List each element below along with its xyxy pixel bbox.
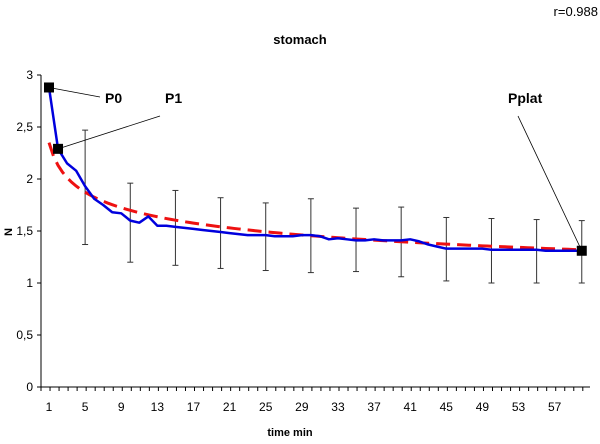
x-tick-label: 1	[46, 400, 53, 414]
x-tick-label: 17	[187, 400, 201, 414]
series-lines	[47, 87, 582, 253]
x-tick-label: 5	[82, 400, 89, 414]
annotation-leader-line	[517, 115, 583, 251]
mean-line	[47, 87, 582, 253]
annotation-label: P1	[165, 90, 182, 106]
x-tick-label: 21	[223, 400, 237, 414]
annotation-marker	[44, 82, 54, 93]
error-bars	[82, 129, 585, 284]
correlation-note: r=0.988	[554, 4, 598, 19]
annotation-leader-line	[57, 115, 161, 150]
x-axis-label: time min	[267, 427, 313, 439]
x-tick-label: 53	[512, 400, 526, 414]
x-tick-label: 29	[295, 400, 309, 414]
y-tick-label: 2	[26, 172, 33, 186]
annotation-marker	[53, 143, 64, 154]
x-tick-label: 25	[259, 400, 273, 414]
x-tick-label: 57	[548, 400, 562, 414]
x-tick-label: 37	[367, 400, 381, 414]
annotation-marker	[576, 245, 587, 256]
y-tick-label: 1,5	[16, 224, 33, 238]
chart-title: stomach	[273, 32, 327, 47]
axes: 0 0,5 1 1,5 2 2,5 3 1 5 9 13 17 21 25 29 33 37 41 45 49 53 57	[16, 68, 590, 414]
annotations: P0 P1 Pplat	[44, 82, 587, 256]
y-tick-label: 2,5	[16, 120, 33, 134]
x-tick-label: 33	[331, 400, 345, 414]
fit-line	[47, 142, 582, 252]
x-tick-label: 13	[151, 400, 165, 414]
x-tick-label: 41	[404, 400, 418, 414]
annotation-label: Pplat	[508, 90, 543, 106]
y-tick-label: 1	[26, 276, 33, 290]
x-tick-label: 45	[440, 400, 454, 414]
annotation-label: P0	[105, 90, 122, 106]
y-tick-label: 0,5	[16, 328, 33, 342]
y-tick-label: 0	[26, 380, 33, 394]
y-axis-label: N	[3, 228, 15, 236]
x-tick-label: 49	[476, 400, 490, 414]
x-tick-label: 9	[118, 400, 125, 414]
y-tick-label: 3	[26, 68, 33, 82]
annotation-leader-line	[48, 87, 101, 98]
